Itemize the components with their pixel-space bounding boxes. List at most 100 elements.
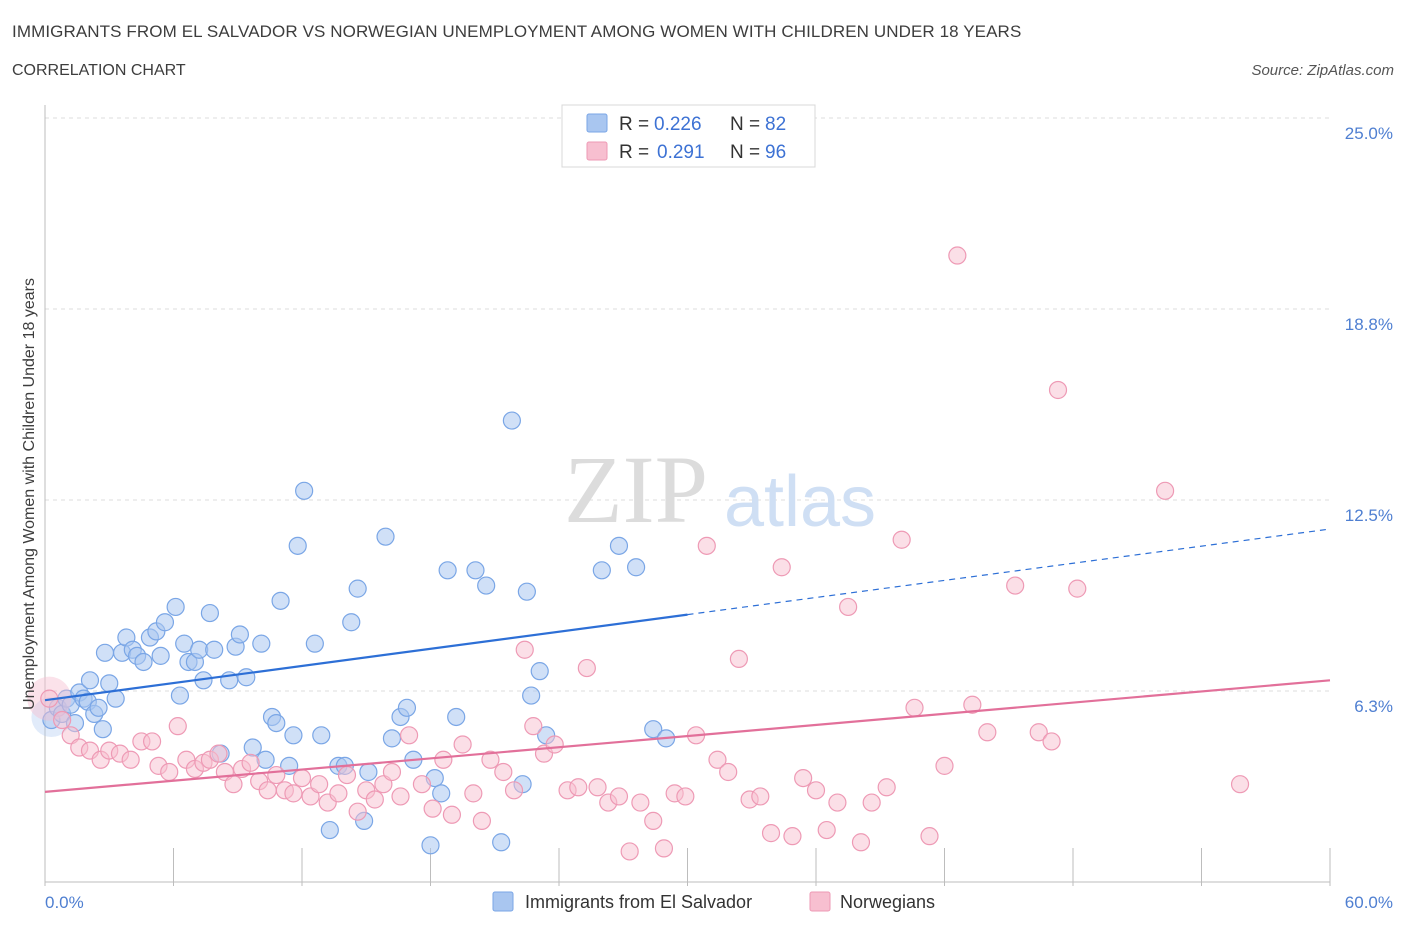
data-point xyxy=(412,775,432,794)
legend-n-value-pink: 96 xyxy=(765,142,786,163)
data-point xyxy=(1068,579,1087,598)
data-point xyxy=(432,784,451,803)
data-point xyxy=(828,793,847,812)
data-point xyxy=(438,561,457,580)
data-point xyxy=(472,811,491,830)
legend-r-label-blue: R = xyxy=(619,114,649,135)
data-point xyxy=(515,640,534,659)
data-point xyxy=(421,836,440,855)
grid-layer xyxy=(45,117,1330,692)
data-point xyxy=(423,799,442,818)
data-point xyxy=(442,805,462,824)
legend-n-value-blue: 82 xyxy=(765,114,786,135)
data-point xyxy=(241,753,260,772)
data-point xyxy=(502,411,521,430)
trend-layer xyxy=(44,528,1331,793)
data-point xyxy=(237,668,256,687)
trendline-pink xyxy=(44,679,1331,793)
data-point xyxy=(464,784,483,803)
data-point xyxy=(252,634,271,653)
data-point xyxy=(348,802,367,821)
data-point xyxy=(89,698,108,717)
data-point xyxy=(522,686,541,705)
axes-layer xyxy=(44,105,1331,886)
series-pink-points xyxy=(27,246,1250,861)
data-point xyxy=(397,698,417,717)
data-point xyxy=(284,784,303,803)
legend-r-label-pink: R = xyxy=(619,142,649,163)
legend-r-value-blue: 0.226 xyxy=(654,114,702,135)
watermark-atlas: atlas xyxy=(724,462,876,542)
data-point xyxy=(209,744,228,763)
data-point xyxy=(708,750,727,769)
bottom-legend-label-pink: Norwegians xyxy=(840,892,935,912)
data-point xyxy=(312,726,331,745)
data-point xyxy=(399,726,419,745)
bottom-legend-swatch-blue xyxy=(492,891,514,912)
data-point xyxy=(295,481,314,500)
data-point xyxy=(1042,732,1061,751)
data-point xyxy=(292,768,312,788)
data-point xyxy=(168,717,187,736)
data-point xyxy=(284,726,303,745)
data-point xyxy=(453,735,472,754)
data-point xyxy=(609,787,629,806)
data-point xyxy=(783,827,802,846)
data-point xyxy=(794,768,813,788)
data-point xyxy=(134,652,153,672)
data-point xyxy=(545,735,564,754)
data-point xyxy=(644,720,663,739)
data-point xyxy=(243,738,262,757)
data-point xyxy=(761,824,781,843)
data-point xyxy=(160,762,179,782)
x-tick-label-max: 60.0% xyxy=(1345,893,1393,912)
data-point xyxy=(447,707,466,727)
data-point xyxy=(166,597,185,617)
data-point xyxy=(905,698,924,717)
data-point xyxy=(230,625,249,644)
data-point xyxy=(53,710,72,730)
source-label: Source: ZipAtlas.com xyxy=(1251,62,1394,79)
data-point xyxy=(631,793,650,812)
data-point xyxy=(256,750,275,769)
data-point xyxy=(609,536,629,555)
data-point xyxy=(851,833,871,852)
data-point xyxy=(329,784,348,803)
data-point xyxy=(920,827,939,846)
data-point xyxy=(877,778,896,797)
trendline-blue-extension xyxy=(687,528,1331,616)
data-point xyxy=(151,646,170,665)
y-tick-labels: 6.3% 12.5% 18.8% 25.0% xyxy=(1345,124,1393,716)
data-point xyxy=(524,717,543,736)
y-axis-title: Unemployment Among Women with Children U… xyxy=(21,278,38,710)
data-point xyxy=(100,674,119,693)
legend-r-value-pink: 0.291 xyxy=(657,142,705,163)
data-point xyxy=(719,762,738,782)
data-point xyxy=(337,765,357,785)
data-point xyxy=(569,778,588,797)
data-point xyxy=(267,713,286,733)
data-point xyxy=(382,762,402,782)
legend-n-label-blue: N = xyxy=(730,114,760,135)
data-point xyxy=(121,750,140,769)
data-point xyxy=(80,671,100,690)
data-point xyxy=(155,613,175,632)
legend-n-label-pink: N = xyxy=(730,142,760,163)
data-point xyxy=(305,634,324,653)
data-point xyxy=(697,536,716,555)
data-point xyxy=(288,536,307,555)
top-legend: R = 0.226 N = 82 R = 0.291 N = 96 xyxy=(561,104,816,168)
data-point xyxy=(577,658,596,678)
data-point xyxy=(817,820,836,840)
data-point xyxy=(620,842,639,861)
y-tick-label: 25.0% xyxy=(1345,124,1393,143)
data-point xyxy=(644,811,663,830)
data-point xyxy=(142,732,162,751)
data-point xyxy=(1155,481,1175,500)
data-point xyxy=(935,756,954,775)
data-point xyxy=(517,582,536,601)
data-point xyxy=(772,558,791,577)
bottom-legend: Immigrants from El Salvador Norwegians xyxy=(492,891,935,912)
data-point xyxy=(751,787,770,806)
data-point xyxy=(200,603,220,623)
